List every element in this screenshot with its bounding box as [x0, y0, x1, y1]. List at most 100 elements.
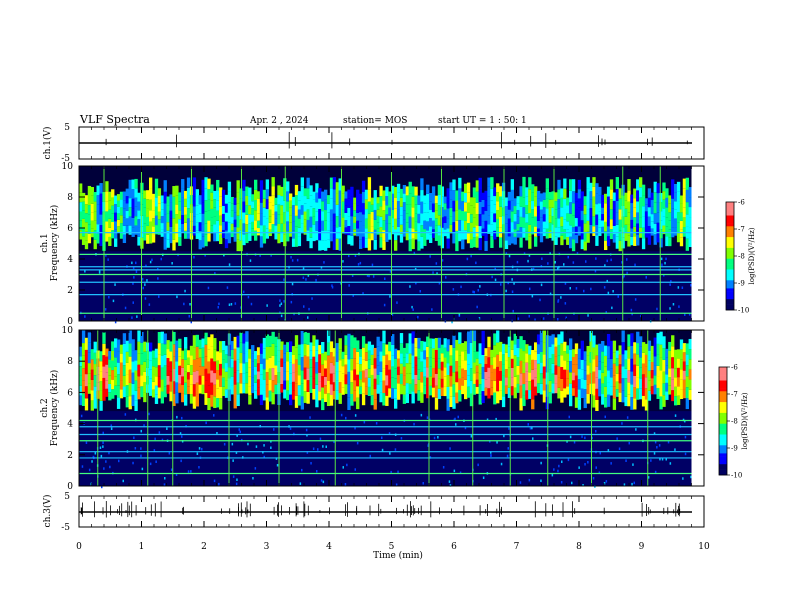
spectrogram-speckle	[333, 440, 335, 444]
spectrogram-speckle	[94, 452, 97, 455]
spectrogram-cell	[116, 339, 121, 352]
spectrogram-cell	[213, 199, 217, 208]
spectrogram-speckle	[612, 290, 614, 293]
spectrogram-cell	[326, 203, 331, 213]
spectrogram-speckle	[157, 277, 159, 280]
ch2-spec-ytick-label: 8	[67, 357, 73, 367]
spectrogram-cell	[99, 371, 103, 382]
spectrogram-cell	[429, 376, 433, 386]
spectrogram-cell	[469, 197, 474, 206]
spectrogram-speckle	[323, 261, 325, 264]
spectrogram-cell	[563, 369, 567, 379]
spectrogram-cell	[151, 374, 156, 382]
spectrogram-cell	[659, 357, 663, 371]
spectrogram-cell	[143, 215, 147, 224]
spectrogram-cell	[388, 191, 392, 200]
spectrogram-cell	[440, 217, 444, 228]
spectrogram-cell	[230, 349, 234, 359]
spectrogram-cell	[289, 394, 293, 406]
spectrogram-cell	[189, 365, 194, 375]
spectrogram-cell	[580, 340, 584, 351]
spectrogram-cell	[146, 225, 150, 235]
spectrogram-cell	[385, 196, 389, 206]
spectrogram-cell	[373, 378, 377, 390]
spectrogram-cell	[641, 216, 646, 228]
spectrogram-cell	[274, 225, 278, 233]
spectrogram-cell	[321, 364, 325, 377]
spectrogram-cell	[665, 374, 669, 383]
colorbar-swatch	[726, 212, 734, 216]
spectrogram-cell	[592, 335, 596, 348]
spectrogram-cell	[388, 369, 392, 379]
spectrogram-cell	[274, 204, 278, 212]
spectrogram-cell	[160, 209, 164, 217]
spectrogram-cell	[563, 198, 567, 210]
spectrogram-cell	[679, 359, 684, 370]
spectrogram-cell	[271, 177, 275, 187]
spectrogram-cell	[624, 378, 628, 388]
spectrogram-cell	[510, 222, 514, 233]
spectrogram-cell	[189, 384, 194, 395]
colorbar-swatch	[726, 247, 734, 251]
spectrogram-cell	[128, 343, 132, 357]
spectrogram-cell	[84, 349, 89, 363]
spectrogram-cell	[408, 239, 412, 252]
spectrogram-speckle	[660, 257, 663, 261]
spectrogram-cell	[493, 187, 497, 197]
spectrogram-cell	[84, 204, 89, 214]
spectrogram-cell	[396, 200, 401, 210]
spectrogram-speckle	[84, 270, 86, 273]
spectrogram-cell	[647, 360, 652, 371]
spectrogram-cell	[484, 220, 488, 231]
spectrogram-cell	[294, 383, 299, 396]
spectrogram-cell	[522, 373, 526, 385]
spectrogram-cell	[408, 204, 412, 217]
spectrogram-speckle	[242, 290, 245, 294]
spectrogram-cell	[224, 380, 229, 390]
spectrogram-cell	[262, 369, 267, 380]
spectrogram-cell	[604, 221, 608, 232]
spectrogram-cell	[353, 358, 357, 370]
spectrogram-cell	[472, 217, 477, 228]
spectrogram-cell	[306, 380, 310, 392]
spectrogram-cell	[411, 207, 415, 218]
spectrogram-cell	[291, 238, 296, 247]
spectrogram-cell	[265, 218, 269, 229]
spectrogram-cell	[382, 343, 386, 356]
spectrogram-speckle	[634, 263, 636, 267]
spectrogram-speckle	[412, 308, 414, 311]
spectrogram-cell	[516, 383, 520, 393]
spectrogram-cell	[87, 373, 92, 384]
spectrogram-speckle	[160, 257, 162, 261]
spectrogram-cell	[464, 211, 468, 221]
spectrogram-cell	[446, 351, 450, 364]
spectrogram-cell	[151, 193, 156, 202]
ch2-colorbar-ticks: -6-7-8-9-10	[727, 364, 742, 480]
spectrogram-cell	[606, 382, 611, 395]
spectrogram-cell	[87, 233, 92, 244]
spectrogram-cell	[469, 368, 474, 381]
spectrogram-cell	[455, 382, 459, 393]
spectrogram-cell	[356, 386, 360, 398]
spectrogram-cell	[111, 389, 115, 399]
spectrogram-cell	[636, 388, 640, 400]
spectrogram-cell	[586, 209, 590, 221]
spectrogram-cell	[434, 373, 439, 386]
spectrogram-cell	[137, 330, 141, 342]
spectrogram-speckle	[170, 468, 173, 471]
spectrogram-cell	[528, 224, 532, 237]
spectrogram-cell	[350, 393, 354, 406]
spectrogram-cell	[219, 386, 223, 399]
spectrogram-cell	[376, 365, 380, 375]
spectrogram-cell	[297, 385, 302, 396]
spectrogram-cell	[583, 196, 587, 206]
colorbar-swatch	[726, 245, 734, 249]
spectrogram-cell	[341, 373, 345, 381]
spectrogram-speckle	[464, 426, 467, 430]
spectrogram-cell	[332, 356, 337, 366]
spectrogram-cell	[350, 186, 354, 197]
spectrogram-cell	[472, 197, 477, 208]
spectrogram-speckle	[540, 283, 543, 287]
spectrogram-cell	[108, 375, 112, 384]
spectrogram-cell	[525, 344, 529, 354]
